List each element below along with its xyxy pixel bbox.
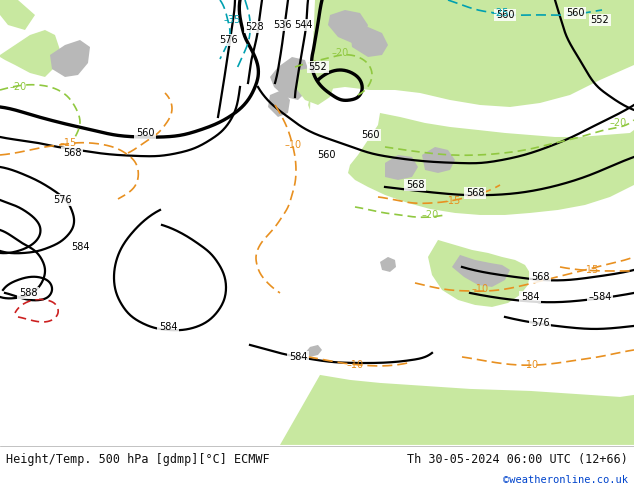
Text: –584: –584 (588, 292, 612, 302)
Polygon shape (308, 0, 634, 110)
Text: 568: 568 (466, 188, 484, 198)
Polygon shape (348, 113, 634, 215)
Polygon shape (295, 67, 335, 105)
Text: –20: –20 (10, 82, 27, 92)
Text: –35: –35 (223, 15, 241, 25)
Polygon shape (380, 257, 396, 272)
Polygon shape (452, 255, 510, 287)
Text: 584: 584 (71, 242, 89, 252)
Polygon shape (305, 345, 322, 357)
Text: 568: 568 (63, 148, 81, 158)
Text: –25: –25 (491, 8, 508, 18)
Text: –20: –20 (422, 210, 439, 220)
Polygon shape (385, 155, 418, 180)
Polygon shape (0, 30, 60, 77)
Text: 560: 560 (136, 128, 154, 138)
Text: 584: 584 (158, 322, 178, 332)
Polygon shape (428, 240, 530, 307)
Text: –20: –20 (332, 48, 349, 58)
Text: 584: 584 (288, 352, 307, 362)
Text: 552: 552 (591, 15, 609, 25)
Text: 576: 576 (531, 318, 549, 328)
Text: ©weatheronline.co.uk: ©weatheronline.co.uk (503, 475, 628, 485)
Text: –10: –10 (472, 284, 489, 294)
Polygon shape (270, 57, 310, 100)
Text: –10: –10 (521, 360, 538, 370)
Polygon shape (328, 10, 368, 43)
Text: 560: 560 (361, 130, 379, 140)
Text: 560: 560 (566, 8, 585, 18)
Text: Th 30-05-2024 06:00 UTC (12+66): Th 30-05-2024 06:00 UTC (12+66) (407, 453, 628, 466)
Text: –10: –10 (285, 140, 302, 150)
Text: –15: –15 (443, 196, 461, 206)
Text: –15: –15 (581, 265, 598, 275)
Text: 588: 588 (19, 288, 37, 298)
Polygon shape (422, 147, 455, 173)
Text: 528: 528 (246, 22, 264, 32)
Polygon shape (268, 90, 290, 117)
Text: 552: 552 (309, 62, 327, 72)
Text: –10: –10 (346, 360, 363, 370)
Text: 568: 568 (406, 180, 424, 190)
Text: 576: 576 (53, 195, 71, 205)
Text: 576: 576 (219, 35, 237, 45)
Text: Height/Temp. 500 hPa [gdmp][°C] ECMWF: Height/Temp. 500 hPa [gdmp][°C] ECMWF (6, 453, 269, 466)
Polygon shape (350, 27, 388, 57)
Text: 544: 544 (294, 20, 313, 30)
Polygon shape (0, 0, 35, 30)
Text: –15: –15 (60, 138, 77, 148)
Polygon shape (280, 375, 634, 445)
Text: 568: 568 (531, 272, 549, 282)
Text: 536: 536 (273, 20, 291, 30)
Polygon shape (50, 40, 90, 77)
Text: –20: –20 (609, 118, 626, 128)
Text: 584: 584 (521, 292, 540, 302)
Text: 560: 560 (317, 150, 335, 160)
Text: 560: 560 (496, 10, 514, 20)
